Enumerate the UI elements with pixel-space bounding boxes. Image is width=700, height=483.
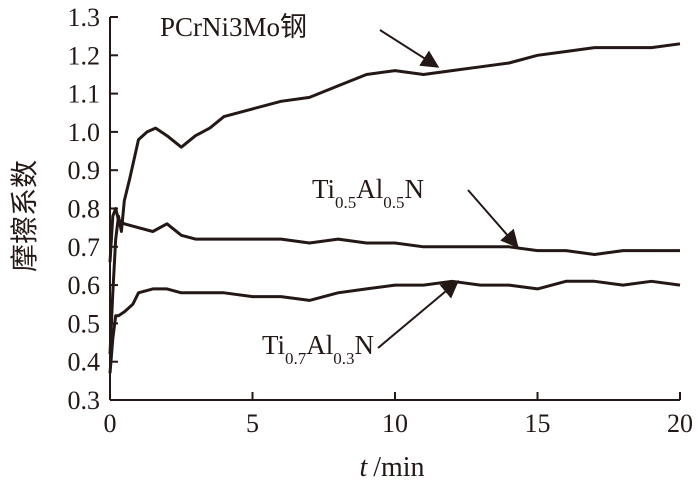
annotation-2: Ti0.5Al0.5N (312, 174, 519, 249)
annotation-arrow (377, 280, 460, 349)
y-tick-label: 0.3 (68, 386, 101, 415)
y-tick-label: 1.0 (68, 118, 101, 147)
x-tick-label: 5 (246, 409, 259, 438)
series-line-3 (108, 279, 681, 374)
axes: 0.3 0.4 0.5 0.6 0.7 0.8 0.9 1.0 1.1 1.2 1.3 0 5 10 15 2… (68, 3, 694, 438)
series-line-1 (108, 42, 681, 355)
y-tick-label: 1.2 (68, 41, 101, 70)
annotation-3: Ti0.7Al0.3N (262, 280, 460, 368)
series-line-2 (108, 207, 680, 263)
annotation-label: Ti0.5Al0.5N (312, 174, 424, 212)
annotation-arrow (467, 189, 519, 249)
annotation-1: PCrNi3Mo钢 (160, 12, 440, 68)
x-tick-label: 15 (525, 409, 551, 438)
x-axis-variable: t (359, 452, 368, 483)
y-axis-title: 摩擦系数 (9, 160, 41, 272)
annotation-label: Ti0.7Al0.3N (262, 330, 374, 368)
x-axis-unit: /min (373, 452, 424, 483)
x-axis-title: t/min (359, 452, 424, 483)
x-tick-label: 10 (382, 409, 408, 438)
y-tick-label: 1.3 (68, 3, 101, 32)
y-tick-label: 0.4 (68, 348, 101, 377)
x-tick-label: 0 (104, 409, 117, 438)
y-tick-label: 1.1 (68, 80, 101, 109)
y-tick-label: 0.5 (68, 309, 101, 338)
y-tick-label: 0.6 (68, 271, 101, 300)
series-layer (108, 42, 681, 374)
y-tick-label: 0.9 (68, 156, 101, 185)
annotation-arrow (379, 29, 440, 68)
x-tick-label: 20 (667, 409, 693, 438)
annotation-label: PCrNi3Mo钢 (160, 12, 307, 42)
y-tick-label: 0.8 (68, 195, 101, 224)
y-tick-label: 0.7 (68, 233, 101, 262)
annotations: PCrNi3Mo钢 Ti0.5Al0.5N Ti0.7Al0.3N (160, 12, 519, 368)
